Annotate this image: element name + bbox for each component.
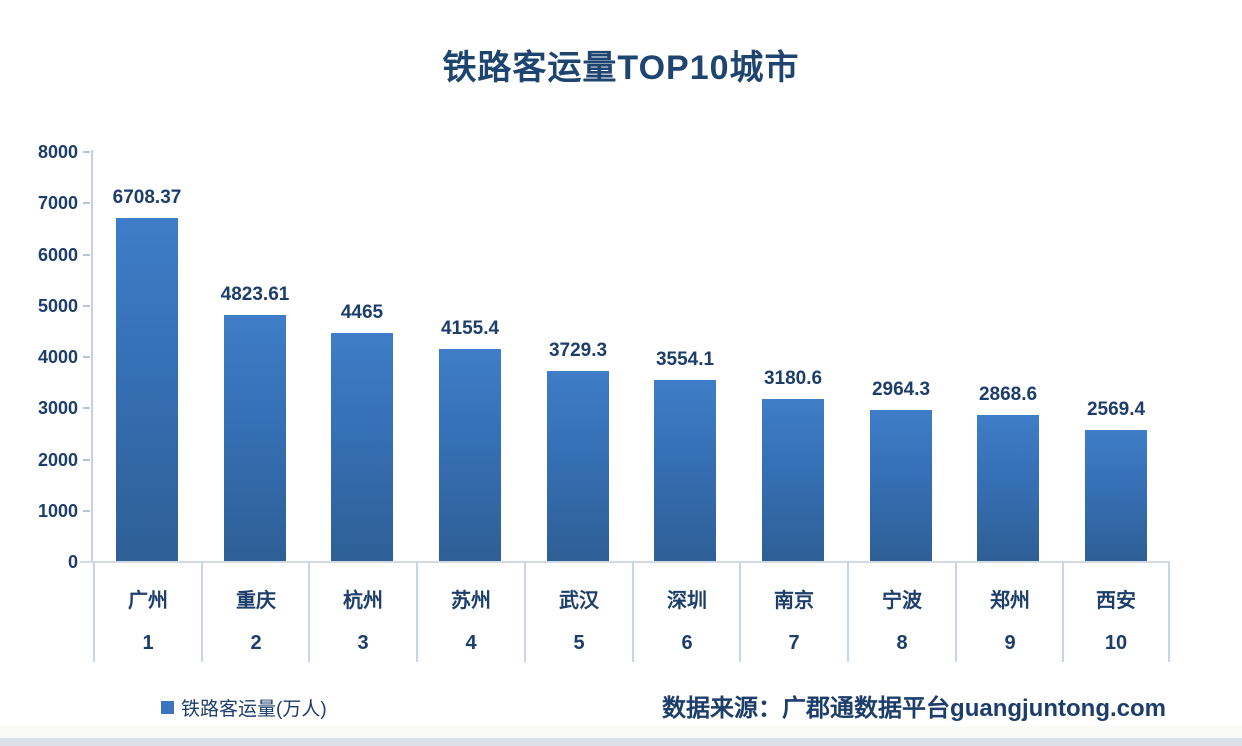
y-axis-line bbox=[91, 150, 93, 562]
bar-value-label: 4155.4 bbox=[440, 318, 500, 339]
bar-value-label: 3729.3 bbox=[548, 340, 608, 361]
y-axis-tick-mark bbox=[83, 509, 90, 512]
y-axis-tick-label: 4000 bbox=[37, 347, 78, 367]
chart-title: 铁路客运量TOP10城市 bbox=[442, 49, 800, 87]
category-label: 西安 bbox=[1096, 590, 1136, 612]
bar-value-label: 2964.3 bbox=[871, 379, 931, 400]
category-cell: 南京 7 bbox=[739, 562, 847, 662]
y-axis-tick-label: 1000 bbox=[37, 500, 78, 521]
category-cell: 西安 10 bbox=[1062, 562, 1170, 662]
category-label: 郑州 bbox=[990, 590, 1030, 612]
rank-label: 1 bbox=[142, 632, 154, 654]
category-label: 杭州 bbox=[343, 590, 383, 612]
category-label: 宁波 bbox=[882, 590, 922, 612]
y-axis-tick-mark bbox=[83, 407, 90, 410]
category-label-row: 广州 1 重庆 2 杭州 3 苏州 4 武汉 5 深圳 6 南京 7 宁波 8 郑州 9 西安 10 bbox=[93, 562, 1170, 662]
category-cell: 苏州 4 bbox=[416, 562, 524, 662]
y-axis-tick-label: 0 bbox=[67, 552, 78, 572]
bar bbox=[439, 349, 501, 562]
legend-label: 铁路客运量(万人) bbox=[181, 699, 327, 720]
category-cell: 重庆 2 bbox=[201, 562, 309, 662]
rank-label: 8 bbox=[896, 632, 908, 654]
y-axis-tick-label: 3000 bbox=[37, 398, 78, 419]
y-axis-tick-mark bbox=[83, 253, 90, 256]
rank-label: 3 bbox=[357, 632, 369, 654]
rank-label: 9 bbox=[1004, 632, 1016, 654]
category-label: 武汉 bbox=[559, 590, 599, 612]
y-axis-tick-mark bbox=[83, 151, 90, 153]
category-label: 重庆 bbox=[236, 590, 276, 612]
category-label: 南京 bbox=[774, 590, 814, 612]
rank-label: 7 bbox=[788, 632, 800, 654]
window-edge-strip bbox=[0, 738, 1242, 746]
bar-value-label: 4823.61 bbox=[220, 284, 290, 305]
y-axis-tick-mark bbox=[83, 458, 90, 461]
rank-label: 5 bbox=[573, 632, 585, 654]
category-cell: 杭州 3 bbox=[308, 562, 416, 662]
y-axis-tick-label: 2000 bbox=[37, 449, 78, 470]
bar bbox=[762, 399, 824, 562]
bar bbox=[977, 415, 1039, 562]
bar-value-label: 2569.4 bbox=[1086, 399, 1146, 420]
y-axis-tick-label: 5000 bbox=[37, 295, 78, 316]
x-axis-line bbox=[80, 561, 1170, 563]
bar-value-label: 4465 bbox=[340, 302, 384, 323]
y-axis-tick-label: 8000 bbox=[37, 142, 78, 162]
category-cell: 广州 1 bbox=[93, 562, 201, 662]
category-cell: 武汉 5 bbox=[524, 562, 632, 662]
bar bbox=[870, 410, 932, 562]
category-cell: 宁波 8 bbox=[847, 562, 955, 662]
bar bbox=[1085, 430, 1147, 562]
bar bbox=[547, 371, 609, 562]
bar bbox=[654, 380, 716, 562]
rank-label: 10 bbox=[1104, 632, 1128, 654]
category-label: 苏州 bbox=[451, 590, 491, 612]
y-axis-tick-mark bbox=[83, 202, 90, 205]
bar bbox=[224, 315, 286, 562]
rank-label: 6 bbox=[681, 632, 693, 654]
bar-value-label: 2868.6 bbox=[978, 384, 1038, 405]
bar-value-label: 3180.6 bbox=[763, 368, 823, 389]
rank-label: 2 bbox=[250, 632, 262, 654]
bar bbox=[116, 218, 178, 562]
category-cell: 郑州 9 bbox=[955, 562, 1063, 662]
bottom-band bbox=[0, 726, 1242, 738]
category-cell: 深圳 6 bbox=[632, 562, 740, 662]
bar bbox=[331, 333, 393, 562]
rank-label: 4 bbox=[465, 632, 477, 654]
y-axis-tick-mark bbox=[83, 356, 90, 358]
legend: 铁路客运量(万人) bbox=[161, 694, 327, 721]
category-label: 深圳 bbox=[667, 590, 707, 612]
y-axis-tick-mark bbox=[83, 304, 90, 307]
data-source-text: 数据来源：广郡通数据平台guangjuntong.com bbox=[662, 695, 1166, 722]
category-label: 广州 bbox=[128, 590, 168, 612]
legend-marker-icon bbox=[161, 701, 174, 714]
bar-value-label: 6708.37 bbox=[112, 187, 182, 208]
bar-value-label: 3554.1 bbox=[655, 349, 715, 370]
y-axis-tick-label: 6000 bbox=[37, 244, 78, 265]
y-axis-tick-label: 7000 bbox=[37, 193, 78, 214]
